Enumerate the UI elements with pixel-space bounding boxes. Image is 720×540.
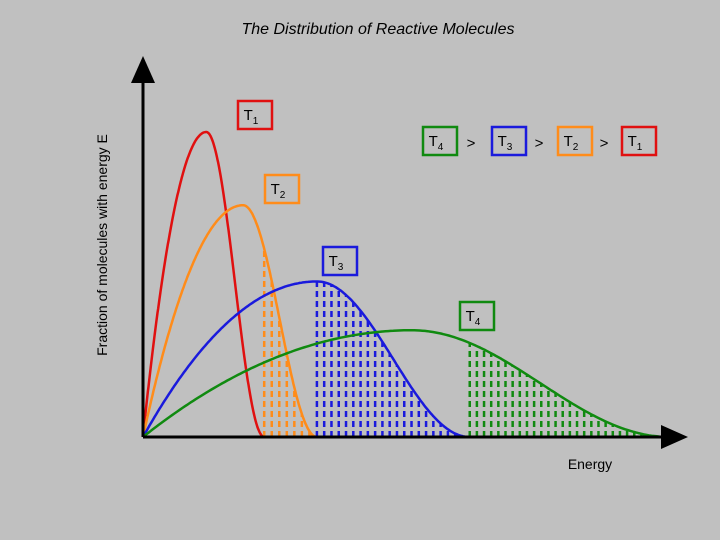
series-label-t1-base: T [244, 107, 253, 124]
series-label-t3-sub: 3 [338, 262, 344, 273]
series-label-t2-text: T2 [271, 181, 286, 201]
series-label-t3-text: T3 [329, 253, 344, 273]
series-label-t1-box [236, 99, 274, 131]
legend-item-t1-sub: 1 [637, 142, 643, 153]
series-label-t2-base: T [271, 181, 280, 198]
legend-item-t1-box [620, 125, 658, 157]
legend-item-t4-box [421, 125, 459, 157]
chart-title: The Distribution of Reactive Molecules [241, 21, 514, 38]
series-label-t2-sub: 2 [280, 190, 286, 201]
series-label-t4-base: T [466, 308, 475, 325]
series-label-t3-base: T [329, 253, 338, 270]
legend-item-t2-box [556, 125, 594, 157]
curve-t2 [141, 203, 318, 439]
curve-t4 [142, 329, 670, 439]
series-label-t4-text: T4 [466, 308, 481, 328]
legend-item-t2-sub: 2 [573, 142, 579, 153]
curve-layer [141, 130, 670, 439]
legend-item-t2: T2 [556, 125, 594, 157]
legend-separator: > [535, 135, 544, 152]
legend-item-t1: T1 [620, 125, 658, 157]
x-axis-label: Energy [568, 456, 612, 472]
legend-item-t4-base: T [429, 133, 438, 150]
curve-t3 [141, 280, 470, 439]
legend-item-t4-text: T4 [429, 133, 444, 153]
legend-item-t3: T3 [490, 125, 528, 157]
series-label-t3-box [321, 245, 359, 277]
series-label-t4: T4 [458, 300, 496, 332]
legend-item-t4: T4 [421, 125, 459, 157]
series-label-t4-box [458, 300, 496, 332]
legend-item-t3-box [490, 125, 528, 157]
legend-item-t1-base: T [628, 133, 637, 150]
legend: T4 T3 T2 T1> > > [421, 125, 658, 157]
legend-item-t2-text: T2 [564, 133, 579, 153]
legend-separator: > [600, 135, 609, 152]
legend-separator: > [467, 135, 476, 152]
curve-t1 [141, 130, 265, 439]
series-label-t1: T1 [236, 99, 274, 131]
legend-item-t3-sub: 3 [507, 142, 513, 153]
y-axis-label: Fraction of molecules with energy E [94, 134, 110, 356]
legend-item-t3-base: T [498, 133, 507, 150]
series-label-t1-sub: 1 [253, 116, 259, 127]
series-label-t2-box [263, 173, 301, 205]
legend-item-t2-base: T [564, 133, 573, 150]
legend-item-t3-text: T3 [498, 133, 513, 153]
series-label-t2: T2 [263, 173, 301, 205]
hatch-layer [262, 248, 650, 437]
series-label-t4-sub: 4 [475, 317, 481, 328]
series-label-t3: T3 [321, 245, 359, 277]
series-label-t1-text: T1 [244, 107, 259, 127]
legend-item-t1-text: T1 [628, 133, 643, 153]
legend-item-t4-sub: 4 [438, 142, 444, 153]
